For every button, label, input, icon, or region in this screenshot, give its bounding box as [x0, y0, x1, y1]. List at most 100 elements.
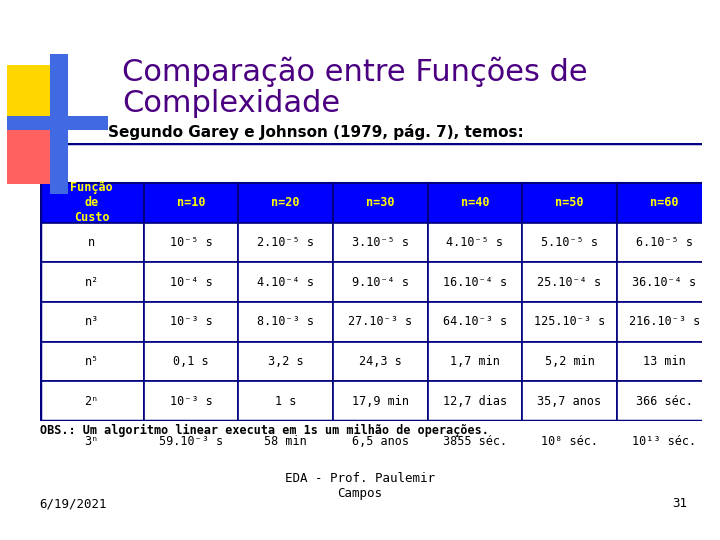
Text: OBS.: Um algoritmo linear executa em 1s um milhão de operações.: OBS.: Um algoritmo linear executa em 1s …	[40, 424, 488, 437]
Text: 4.10⁻⁵ s: 4.10⁻⁵ s	[446, 236, 503, 249]
Text: 3855 séc.: 3855 séc.	[443, 435, 507, 448]
Bar	[144, 421, 238, 461]
Text: n=30: n=30	[366, 196, 395, 209]
Text: n=40: n=40	[461, 196, 489, 209]
Text: n=20: n=20	[271, 196, 300, 209]
Text: 59.10⁻³ s: 59.10⁻³ s	[159, 435, 223, 448]
Bar	[333, 262, 428, 302]
Text: 5.10⁻⁵ s: 5.10⁻⁵ s	[541, 236, 598, 249]
Text: 0,1 s: 0,1 s	[174, 355, 209, 368]
Text: 9.10⁻⁴ s: 9.10⁻⁴ s	[352, 275, 409, 289]
Bar	[428, 381, 522, 421]
Bar	[238, 381, 333, 421]
Text: 6.10⁻⁵ s: 6.10⁻⁵ s	[636, 236, 693, 249]
Bar	[428, 183, 522, 222]
Bar	[522, 302, 617, 342]
Text: 2.10⁻⁵ s: 2.10⁻⁵ s	[257, 236, 314, 249]
Bar	[333, 302, 428, 342]
Text: 2ⁿ: 2ⁿ	[84, 395, 99, 408]
Text: 5,2 min: 5,2 min	[544, 355, 595, 368]
Bar	[428, 421, 522, 461]
Bar	[617, 381, 711, 421]
Text: 31: 31	[672, 497, 688, 510]
Text: 27.10⁻³ s: 27.10⁻³ s	[348, 315, 413, 328]
Bar	[238, 222, 333, 262]
Bar	[144, 381, 238, 421]
Text: n³: n³	[84, 315, 99, 328]
Bar	[238, 262, 333, 302]
Bar	[428, 262, 522, 302]
Bar	[617, 183, 711, 222]
Bar	[522, 421, 617, 461]
Bar	[617, 421, 711, 461]
Bar	[144, 302, 238, 342]
Text: 6/19/2021: 6/19/2021	[40, 497, 107, 510]
Bar	[522, 183, 617, 222]
Text: Complexidade: Complexidade	[122, 89, 341, 118]
Text: 8.10⁻³ s: 8.10⁻³ s	[257, 315, 314, 328]
Bar	[617, 342, 711, 381]
Bar	[238, 342, 333, 381]
Text: 366 séc.: 366 séc.	[636, 395, 693, 408]
Bar	[238, 302, 333, 342]
Bar	[144, 222, 238, 262]
Text: Comparação entre Funções de: Comparação entre Funções de	[122, 57, 588, 87]
Text: 1 s: 1 s	[275, 395, 297, 408]
Text: 12,7 dias: 12,7 dias	[443, 395, 507, 408]
Bar	[522, 262, 617, 302]
Bar	[617, 262, 711, 302]
Bar	[333, 342, 428, 381]
Text: Função
de
Custo: Função de Custo	[71, 181, 113, 224]
Bar	[428, 302, 522, 342]
Bar	[333, 421, 428, 461]
Bar	[144, 342, 238, 381]
Text: 1,7 min: 1,7 min	[450, 355, 500, 368]
Bar	[617, 222, 711, 262]
Text: n=60: n=60	[650, 196, 678, 209]
Bar	[40, 381, 144, 421]
Text: 64.10⁻³ s: 64.10⁻³ s	[443, 315, 507, 328]
Text: EDA - Prof. Paulemir
Campos: EDA - Prof. Paulemir Campos	[285, 471, 435, 500]
Text: 24,3 s: 24,3 s	[359, 355, 402, 368]
Bar	[522, 342, 617, 381]
Text: 6,5 anos: 6,5 anos	[352, 435, 409, 448]
Text: 25.10⁻⁴ s: 25.10⁻⁴ s	[537, 275, 602, 289]
Bar	[333, 183, 428, 222]
Bar	[40, 262, 144, 302]
Bar	[40, 302, 144, 342]
Text: 10¹³ séc.: 10¹³ séc.	[632, 435, 696, 448]
Text: 216.10⁻³ s: 216.10⁻³ s	[629, 315, 700, 328]
Text: 3.10⁻⁵ s: 3.10⁻⁵ s	[352, 236, 409, 249]
Text: 58 min: 58 min	[264, 435, 307, 448]
Bar	[333, 222, 428, 262]
Text: 17,9 min: 17,9 min	[352, 395, 409, 408]
Bar	[428, 222, 522, 262]
Text: n: n	[88, 236, 95, 249]
Bar	[522, 222, 617, 262]
Text: 125.10⁻³ s: 125.10⁻³ s	[534, 315, 605, 328]
Text: 36.10⁻⁴ s: 36.10⁻⁴ s	[632, 275, 696, 289]
Text: n⁵: n⁵	[84, 355, 99, 368]
Text: n=10: n=10	[176, 196, 205, 209]
Text: 10⁻⁵ s: 10⁻⁵ s	[170, 236, 212, 249]
Bar	[40, 342, 144, 381]
Text: n=50: n=50	[555, 196, 584, 209]
Bar	[238, 183, 333, 222]
Bar	[428, 342, 522, 381]
Text: n²: n²	[84, 275, 99, 289]
Text: 35,7 anos: 35,7 anos	[537, 395, 602, 408]
Text: 10⁻³ s: 10⁻³ s	[170, 315, 212, 328]
Text: 16.10⁻⁴ s: 16.10⁻⁴ s	[443, 275, 507, 289]
Bar	[40, 421, 144, 461]
Text: 4.10⁻⁴ s: 4.10⁻⁴ s	[257, 275, 314, 289]
Bar	[40, 183, 144, 222]
Bar	[40, 222, 144, 262]
Bar	[144, 262, 238, 302]
Text: 10⁸ séc.: 10⁸ séc.	[541, 435, 598, 448]
Text: 3,2 s: 3,2 s	[268, 355, 303, 368]
Text: 10⁻³ s: 10⁻³ s	[170, 395, 212, 408]
Text: 13 min: 13 min	[643, 355, 685, 368]
Text: Segundo Garey e Johnson (1979, pág. 7), temos:: Segundo Garey e Johnson (1979, pág. 7), …	[108, 124, 523, 140]
Text: 10⁻⁴ s: 10⁻⁴ s	[170, 275, 212, 289]
Bar	[522, 381, 617, 421]
